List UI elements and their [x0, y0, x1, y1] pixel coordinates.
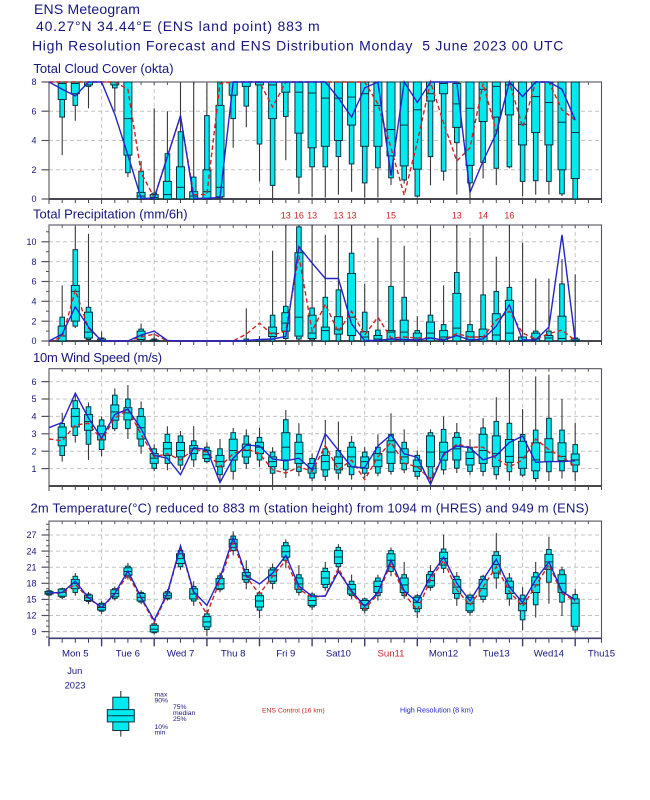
svg-text:15: 15 [386, 210, 396, 220]
svg-text:median: median [173, 710, 196, 717]
svg-text:Mon 5: Mon 5 [62, 649, 89, 660]
svg-text:ENS Control (16 km): ENS Control (16 km) [262, 707, 325, 714]
svg-text:10: 10 [26, 237, 36, 247]
svg-text:13: 13 [307, 210, 317, 220]
svg-text:2: 2 [31, 165, 36, 175]
svg-text:Total Cloud Cover (okta): Total Cloud Cover (okta) [33, 61, 173, 76]
svg-text:18: 18 [26, 579, 36, 589]
svg-text:Thu15: Thu15 [588, 649, 615, 660]
svg-text:9: 9 [31, 627, 36, 637]
svg-text:0: 0 [31, 194, 36, 204]
svg-text:15: 15 [26, 595, 36, 605]
svg-text:max: max [155, 691, 168, 698]
svg-text:Mon12: Mon12 [429, 649, 458, 660]
svg-text:10m Wind Speed (m/s): 10m Wind Speed (m/s) [33, 350, 162, 365]
svg-text:12: 12 [26, 611, 36, 621]
svg-text:Sun11: Sun11 [377, 649, 404, 660]
svg-text:75%: 75% [173, 704, 187, 711]
svg-text:5: 5 [31, 394, 36, 404]
svg-text:1: 1 [31, 464, 36, 474]
svg-text:8: 8 [31, 77, 36, 87]
svg-text:8: 8 [31, 257, 36, 267]
svg-text:Jun: Jun [67, 665, 82, 676]
svg-text:4: 4 [31, 297, 36, 307]
svg-text:Tue13: Tue13 [483, 649, 510, 660]
svg-text:Wed14: Wed14 [534, 649, 565, 660]
svg-text:Thu 8: Thu 8 [221, 649, 246, 660]
svg-text:13: 13 [281, 210, 291, 220]
svg-text:13: 13 [333, 210, 343, 220]
svg-text:Wed 7: Wed 7 [167, 649, 195, 660]
svg-text:40.27°N 34.44°E (ENS land poin: 40.27°N 34.44°E (ENS land point) 883 m [36, 18, 320, 34]
svg-text:90%: 90% [155, 697, 169, 704]
svg-text:6: 6 [31, 277, 36, 287]
svg-text:Total Precipitation (mm/6h): Total Precipitation (mm/6h) [33, 207, 188, 222]
svg-text:High Resolution (8 km): High Resolution (8 km) [400, 705, 473, 714]
svg-text:2023: 2023 [65, 680, 86, 691]
svg-text:16: 16 [294, 210, 304, 220]
svg-text:10%: 10% [155, 724, 169, 731]
svg-text:6: 6 [31, 107, 36, 117]
svg-text:2: 2 [31, 316, 36, 326]
svg-text:4: 4 [31, 136, 36, 146]
svg-text:min: min [155, 730, 166, 737]
svg-text:High Resolution Forecast and E: High Resolution Forecast and ENS Distrib… [32, 38, 564, 54]
svg-text:27: 27 [26, 530, 36, 540]
svg-text:21: 21 [26, 562, 36, 572]
svg-text:25%: 25% [173, 716, 187, 723]
svg-text:0: 0 [31, 336, 36, 346]
svg-text:24: 24 [26, 546, 36, 556]
svg-text:13: 13 [347, 210, 357, 220]
svg-text:Fri 9: Fri 9 [276, 649, 295, 660]
svg-text:ENS Meteogram: ENS Meteogram [34, 1, 140, 17]
svg-text:2m Temperature(°C) reduced to: 2m Temperature(°C) reduced to 883 m (sta… [31, 501, 589, 516]
svg-text:14: 14 [478, 210, 488, 220]
svg-text:2: 2 [31, 446, 36, 456]
svg-text:6: 6 [31, 377, 36, 387]
svg-text:13: 13 [452, 210, 462, 220]
svg-text:4: 4 [31, 412, 36, 422]
svg-text:3: 3 [31, 429, 36, 439]
svg-text:Sat10: Sat10 [326, 649, 351, 660]
svg-text:Tue 6: Tue 6 [116, 649, 140, 660]
svg-text:16: 16 [504, 210, 514, 220]
